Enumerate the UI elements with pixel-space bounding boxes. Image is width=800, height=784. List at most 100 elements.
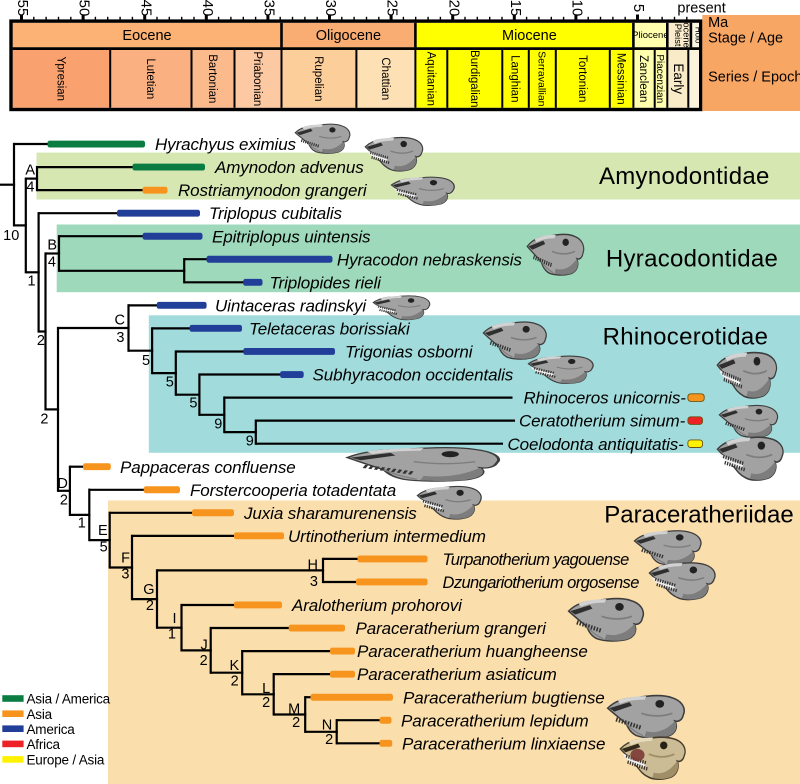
svg-text:2: 2: [262, 695, 270, 711]
svg-text:F: F: [121, 551, 130, 567]
svg-text:Ceratotherium simum-: Ceratotherium simum-: [519, 412, 686, 431]
svg-text:Epitriplopus uintensis: Epitriplopus uintensis: [212, 227, 371, 246]
svg-text:Juxia sharamurenensis: Juxia sharamurenensis: [243, 504, 417, 523]
svg-text:Forstercooperia totadentata: Forstercooperia totadentata: [190, 481, 396, 500]
svg-text:5: 5: [630, 4, 647, 12]
svg-text:Amynodontidae: Amynodontidae: [599, 163, 770, 190]
svg-text:1: 1: [168, 627, 176, 643]
svg-text:Coelodonta antiquitatis-: Coelodonta antiquitatis-: [508, 435, 685, 454]
svg-text:Paraceratherium lepidum: Paraceratherium lepidum: [401, 711, 589, 730]
svg-text:Rostriamynodon grangeri: Rostriamynodon grangeri: [178, 181, 368, 200]
svg-text:35: 35: [261, 0, 278, 16]
svg-text:Rhinocerotidae: Rhinocerotidae: [603, 324, 769, 351]
svg-text:Asia: Asia: [27, 707, 53, 722]
svg-text:Triplopus cubitalis: Triplopus cubitalis: [209, 204, 342, 223]
svg-text:Trigonias osborni: Trigonias osborni: [345, 343, 474, 362]
svg-text:2: 2: [200, 653, 208, 669]
svg-text:Rupelian: Rupelian: [312, 56, 324, 101]
svg-text:E: E: [98, 523, 108, 539]
svg-text:4: 4: [26, 180, 34, 196]
svg-text:J: J: [200, 637, 207, 653]
svg-text:10: 10: [569, 0, 586, 16]
svg-text:9: 9: [246, 434, 254, 450]
svg-text:Piacenzian: Piacenzian: [654, 54, 665, 103]
svg-text:Messinian: Messinian: [615, 53, 627, 105]
svg-text:M: M: [288, 702, 300, 718]
svg-text:Ma: Ma: [708, 15, 729, 31]
svg-text:Europe / Asia: Europe / Asia: [27, 753, 105, 768]
svg-text:Series / Epoch: Series / Epoch: [708, 70, 800, 86]
svg-text:Paraceratherium linxiaense: Paraceratherium linxiaense: [402, 734, 605, 753]
svg-text:Serravallian: Serravallian: [535, 51, 547, 107]
svg-text:Teletaceras borissiaki: Teletaceras borissiaki: [249, 320, 411, 339]
svg-text:Rhinoceros unicornis-: Rhinoceros unicornis-: [524, 389, 687, 408]
svg-text:1: 1: [28, 273, 36, 289]
svg-text:Paraceratheriidae: Paraceratheriidae: [604, 502, 793, 529]
svg-text:L: L: [262, 681, 270, 697]
svg-text:Pleist: Pleist: [673, 24, 683, 47]
svg-text:2: 2: [146, 598, 154, 614]
svg-text:1: 1: [78, 515, 86, 531]
svg-text:Chattian: Chattian: [379, 57, 391, 100]
svg-text:30: 30: [322, 0, 339, 16]
svg-text:Paraceratherium bugtiense: Paraceratherium bugtiense: [403, 688, 605, 707]
svg-text:2: 2: [231, 674, 239, 690]
svg-text:25: 25: [384, 0, 401, 16]
svg-text:2: 2: [37, 333, 45, 349]
svg-text:Subhyracodon occidentalis: Subhyracodon occidentalis: [313, 366, 514, 385]
svg-text:Priabonian: Priabonian: [251, 51, 263, 106]
svg-text:10: 10: [3, 228, 19, 244]
svg-text:Pliocene: Pliocene: [632, 30, 668, 41]
svg-text:9: 9: [214, 416, 222, 432]
svg-text:Pappaceras confluense: Pappaceras confluense: [120, 458, 296, 477]
svg-text:Turpanotherium yagouense: Turpanotherium yagouense: [443, 551, 630, 569]
svg-text:Lutetian: Lutetian: [144, 58, 156, 99]
svg-text:Burdigalian: Burdigalian: [468, 50, 480, 108]
svg-text:Hyracodontidae: Hyracodontidae: [606, 246, 778, 273]
svg-text:40: 40: [199, 0, 216, 16]
svg-text:3: 3: [121, 567, 129, 583]
svg-text:5: 5: [189, 396, 197, 412]
svg-text:Ypresian: Ypresian: [54, 57, 66, 102]
svg-text:K: K: [230, 658, 240, 674]
svg-text:20: 20: [445, 0, 462, 16]
svg-text:2: 2: [292, 715, 300, 731]
svg-text:2: 2: [60, 492, 68, 508]
svg-text:Dzungariotherium orgosense: Dzungariotherium orgosense: [443, 574, 640, 592]
svg-text:Early: Early: [671, 63, 686, 94]
svg-text:A: A: [25, 163, 35, 179]
svg-text:H: H: [308, 557, 318, 573]
svg-text:Paraceratherium asiaticum: Paraceratherium asiaticum: [357, 665, 557, 684]
svg-text:Aquitanian: Aquitanian: [424, 52, 436, 106]
svg-text:present: present: [677, 1, 725, 17]
svg-text:C: C: [115, 313, 125, 329]
svg-text:2: 2: [325, 732, 333, 748]
svg-text:G: G: [143, 582, 154, 598]
svg-text:I: I: [172, 611, 176, 627]
svg-text:5: 5: [142, 353, 150, 369]
svg-text:Asia / America: Asia / America: [27, 692, 111, 707]
svg-text:America: America: [27, 722, 76, 737]
svg-text:Bartonian: Bartonian: [206, 54, 218, 103]
svg-text:N: N: [322, 717, 332, 733]
svg-text:Amynodon advenus: Amynodon advenus: [214, 158, 364, 177]
svg-text:45: 45: [137, 0, 154, 16]
svg-text:Hyracodon nebraskensis: Hyracodon nebraskensis: [337, 250, 522, 269]
svg-text:4: 4: [48, 255, 56, 271]
svg-text:Stage / Age: Stage / Age: [708, 31, 783, 47]
svg-text:Langhian: Langhian: [509, 55, 521, 102]
svg-text:Aralotherium prohorovi: Aralotherium prohorovi: [291, 596, 463, 615]
svg-text:Oligocene: Oligocene: [316, 28, 381, 44]
svg-text:Zanclean: Zanclean: [637, 55, 649, 102]
svg-text:15: 15: [507, 0, 524, 16]
svg-text:Africa: Africa: [27, 737, 61, 752]
svg-text:Tortonian: Tortonian: [576, 55, 588, 102]
svg-text:Eocene: Eocene: [122, 28, 171, 44]
svg-text:D: D: [57, 476, 67, 492]
svg-text:5: 5: [100, 540, 108, 556]
svg-text:50: 50: [76, 0, 93, 16]
svg-text:3: 3: [310, 574, 318, 590]
svg-text:Uintaceras radinskyi: Uintaceras radinskyi: [215, 297, 367, 316]
svg-text:Holo: Holo: [694, 27, 703, 44]
svg-text:Paraceratherium grangeri: Paraceratherium grangeri: [356, 619, 548, 638]
